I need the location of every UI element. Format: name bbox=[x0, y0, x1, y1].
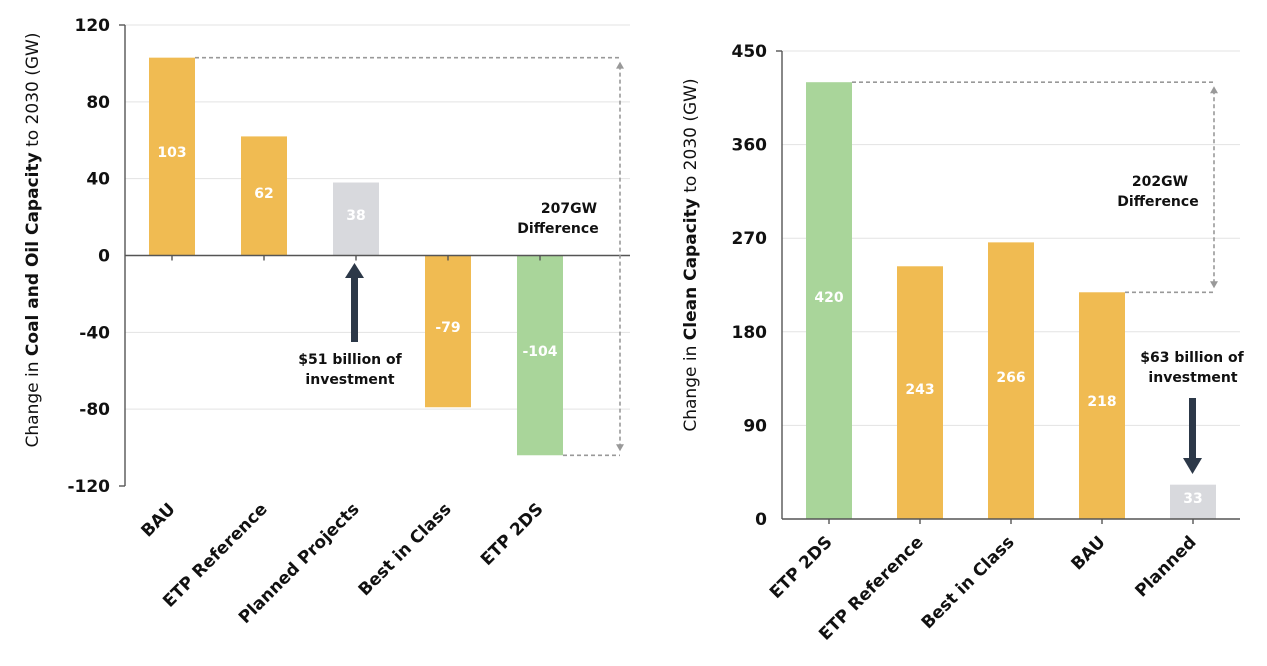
bar bbox=[988, 242, 1034, 520]
y-axis-label-part: to 2030 (GW) bbox=[681, 78, 701, 198]
arrow-up-icon bbox=[345, 263, 364, 278]
y-tick-label: 90 bbox=[743, 416, 767, 436]
y-tick-label: 120 bbox=[75, 16, 111, 36]
bar bbox=[517, 255, 563, 456]
bar bbox=[1170, 484, 1216, 519]
y-tick-label: 360 bbox=[732, 136, 768, 156]
y-tick-label: 40 bbox=[86, 170, 110, 190]
bar-value-label: 266 bbox=[996, 370, 1025, 386]
y-tick-label: -40 bbox=[79, 323, 110, 343]
bar bbox=[897, 266, 943, 519]
bar-value-label: 38 bbox=[346, 208, 365, 224]
y-axis-label-part: Change in bbox=[681, 340, 701, 431]
x-category-label: Planned bbox=[1131, 532, 1200, 601]
bar-value-label: 62 bbox=[254, 186, 273, 202]
arrowhead-up-icon bbox=[616, 61, 624, 69]
arrowhead-down-icon bbox=[1210, 281, 1218, 289]
y-axis-label-part: Coal and Oil Capacity bbox=[23, 152, 43, 356]
bar-value-label: 420 bbox=[814, 290, 843, 306]
x-category-label: ETP 2DS bbox=[477, 499, 548, 570]
difference-label: 202GW bbox=[1132, 174, 1188, 190]
bar-value-label: -79 bbox=[435, 320, 460, 336]
investment-arrow-shaft bbox=[1189, 398, 1196, 460]
bar-value-label: 103 bbox=[157, 145, 186, 161]
y-tick-label: -80 bbox=[79, 400, 110, 420]
x-category-label: ETP 2DS bbox=[766, 532, 837, 603]
y-tick-label: 180 bbox=[732, 323, 768, 343]
arrow-down-icon bbox=[1183, 458, 1202, 474]
investment-label: $63 billion of bbox=[1140, 350, 1244, 366]
y-tick-label: 270 bbox=[732, 229, 768, 249]
y-tick-label: 450 bbox=[732, 42, 768, 62]
bar bbox=[425, 255, 471, 408]
investment-label: $51 billion of bbox=[298, 352, 402, 368]
difference-label: 207GW bbox=[541, 201, 597, 217]
arrowhead-down-icon bbox=[616, 444, 624, 452]
x-category-label: Best in Class bbox=[918, 532, 1019, 633]
bar bbox=[241, 136, 287, 256]
y-tick-label: 0 bbox=[755, 510, 767, 530]
investment-arrow-shaft bbox=[351, 276, 358, 342]
y-axis-label: Change in Coal and Oil Capacity to 2030 … bbox=[23, 33, 43, 448]
bar bbox=[333, 182, 379, 256]
bar bbox=[806, 82, 852, 519]
difference-label: Difference bbox=[517, 221, 598, 237]
bar-value-label: -104 bbox=[522, 344, 557, 360]
bar-value-label: 243 bbox=[905, 382, 934, 398]
y-tick-label: -120 bbox=[67, 477, 110, 497]
y-axis-label-part: Change in bbox=[23, 356, 43, 447]
arrowhead-up-icon bbox=[1210, 86, 1218, 94]
difference-label: Difference bbox=[1117, 194, 1198, 210]
y-axis-label-part: Clean Capacity bbox=[681, 198, 701, 340]
bar-value-label: 33 bbox=[1183, 491, 1202, 507]
investment-label: investment bbox=[1148, 370, 1237, 386]
x-category-label: BAU bbox=[1068, 532, 1110, 574]
bar-value-label: 218 bbox=[1087, 394, 1116, 410]
y-axis-label-part: to 2030 (GW) bbox=[23, 33, 43, 153]
bar bbox=[1079, 292, 1125, 519]
investment-label: investment bbox=[305, 372, 394, 388]
y-tick-label: 0 bbox=[98, 247, 110, 267]
bar bbox=[149, 57, 195, 256]
x-category-label: Best in Class bbox=[355, 499, 456, 600]
x-category-label: BAU bbox=[138, 499, 180, 541]
y-tick-label: 80 bbox=[86, 93, 110, 113]
y-axis-label: Change in Clean Capacity to 2030 (GW) bbox=[681, 78, 701, 431]
